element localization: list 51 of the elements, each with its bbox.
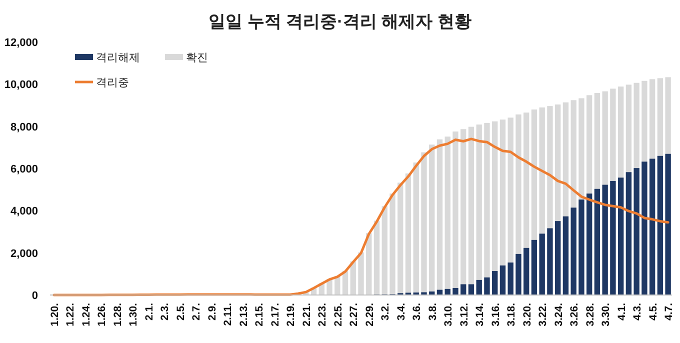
legend-label: 격리중 xyxy=(96,77,129,89)
x-tick-label: 1.20. xyxy=(48,302,61,326)
x-tick-label: 3.4. xyxy=(395,302,408,321)
x-tick-label: 3.10. xyxy=(442,302,455,326)
x-tick-label: 3.24. xyxy=(552,302,565,326)
x-tick-label: 2.25. xyxy=(332,302,344,326)
y-tick-label: 0 xyxy=(32,290,38,302)
x-tick-label: 4.5. xyxy=(647,302,660,321)
x-tick-label: 3.18. xyxy=(506,302,518,326)
x-tick-label: 1.26. xyxy=(96,302,108,326)
x-tick-label: 3.14. xyxy=(474,302,486,326)
y-tick-label: 10,000 xyxy=(4,79,38,92)
x-tick-label: 2.9. xyxy=(206,302,218,321)
x-tick-label: 3.28. xyxy=(584,302,596,326)
x-tick-label: 1.22. xyxy=(64,302,77,326)
x-tick-label: 3.30. xyxy=(600,302,612,326)
y-tick-label: 8,000 xyxy=(10,121,38,134)
x-tick-label: 3.20. xyxy=(521,302,534,326)
legend-label: 격리해제 xyxy=(96,52,140,64)
x-tick-label: 1.30. xyxy=(128,302,140,326)
x-tick-label: 2.5. xyxy=(174,302,187,321)
x-tick-label: 3.16. xyxy=(490,302,502,326)
x-tick-label: 2.11. xyxy=(222,302,234,326)
x-tick-label: 3.8. xyxy=(426,302,439,321)
x-tick-label: 3.26. xyxy=(568,302,581,326)
title: 일일 누적 격리중·격리 해제자 현황 xyxy=(208,12,472,31)
x-tick-label: 3.22. xyxy=(537,302,550,326)
x-tick-label: 2.21. xyxy=(300,302,313,326)
x-tick-label: 2.27. xyxy=(348,302,360,326)
x-tick-label: 4.7. xyxy=(663,302,676,321)
y-tick-label: 12,000 xyxy=(4,37,38,49)
x-tick-label: 4.1. xyxy=(616,302,628,321)
x-tick-label: 2.7. xyxy=(190,302,203,321)
y-tick-label: 4,000 xyxy=(10,206,38,218)
x-tick-label: 2.1. xyxy=(143,302,156,321)
x-tick-label: 2.17. xyxy=(269,302,282,326)
x-tick-label: 4.3. xyxy=(632,302,644,321)
x-tick-label: 2.13. xyxy=(238,302,250,326)
x-tick-label: 3.2. xyxy=(380,302,392,321)
x-tick-label: 2.15. xyxy=(254,302,266,326)
x-tick-label: 2.29. xyxy=(364,302,376,326)
x-tick-label: 1.24. xyxy=(80,302,92,326)
legend-label: 확진 xyxy=(186,52,208,64)
y-tick-label: 6,000 xyxy=(10,164,38,176)
x-tick-label: 2.3. xyxy=(159,302,172,321)
y-tick-label: 2,000 xyxy=(10,248,38,260)
x-tick-label: 2.19. xyxy=(285,302,298,326)
x-tick-label: 1.28. xyxy=(112,302,124,326)
x-tick-label: 3.12. xyxy=(458,302,470,326)
x-tick-label: 3.6. xyxy=(411,302,424,321)
x-tick-label: 2.23. xyxy=(316,302,329,326)
